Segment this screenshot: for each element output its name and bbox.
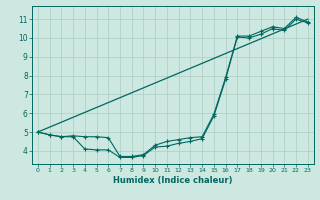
X-axis label: Humidex (Indice chaleur): Humidex (Indice chaleur) bbox=[113, 176, 233, 185]
